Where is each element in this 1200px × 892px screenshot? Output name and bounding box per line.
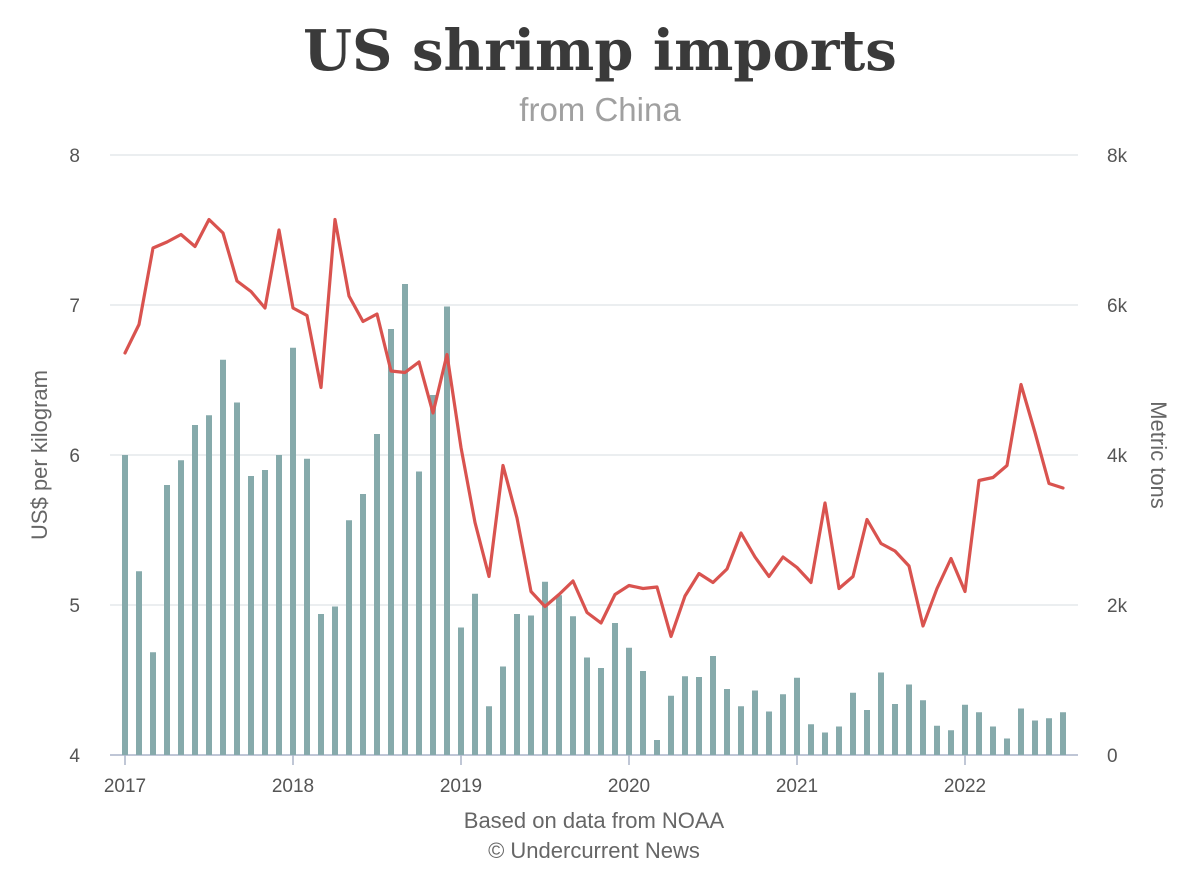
x-tick-label: 2017 [104, 776, 146, 797]
left-tick-label: 6 [69, 446, 80, 467]
chart-title: US shrimp imports [303, 18, 897, 84]
bar-series [122, 284, 1066, 755]
left-tick-label: 4 [69, 746, 80, 767]
right-tick-label: 8k [1107, 146, 1128, 167]
bar [780, 694, 786, 755]
bar [290, 347, 296, 755]
bar [164, 485, 170, 755]
bar [682, 676, 688, 755]
bar [976, 712, 982, 755]
bar [514, 614, 520, 755]
bar [1004, 738, 1010, 755]
bar [584, 657, 590, 755]
left-axis-title: US$ per kilogram [27, 370, 52, 540]
left-tick-label: 7 [69, 296, 80, 317]
bar [794, 677, 800, 755]
bar [640, 671, 646, 755]
bar [1032, 720, 1038, 755]
right-tick-label: 2k [1107, 596, 1128, 617]
bar [178, 460, 184, 755]
bar [122, 455, 128, 755]
bar [486, 706, 492, 755]
left-tick-label: 8 [69, 146, 80, 167]
bar [318, 614, 324, 755]
bar [808, 724, 814, 755]
bar [990, 726, 996, 755]
bar [402, 284, 408, 755]
right-tick-label: 4k [1107, 446, 1128, 467]
bar [934, 725, 940, 755]
bar [738, 706, 744, 755]
bar [626, 647, 632, 755]
line-series [123, 217, 1065, 639]
bar [822, 732, 828, 755]
bar [248, 476, 254, 755]
bar [136, 571, 142, 755]
bar [570, 616, 576, 755]
right-tick-label: 6k [1107, 296, 1128, 317]
x-tick-label: 2021 [776, 776, 818, 797]
bar [360, 494, 366, 755]
x-tick-label: 2019 [440, 776, 482, 797]
bar [864, 710, 870, 755]
bar [710, 656, 716, 755]
bar [724, 689, 730, 755]
left-axis-ticks: 4 5 6 7 8 [69, 146, 80, 767]
bar [668, 695, 674, 755]
bar [458, 627, 464, 755]
bar [892, 704, 898, 755]
bar [850, 692, 856, 755]
bar [528, 615, 534, 755]
bar [192, 425, 198, 755]
footer-source: Based on data from NOAA [464, 808, 725, 833]
bar [1060, 712, 1066, 755]
bar [542, 581, 548, 755]
bar [472, 593, 478, 755]
right-tick-label: 0 [1107, 746, 1118, 767]
x-axis-ticks: 2017 2018 2019 2020 2021 2022 [104, 755, 986, 797]
bar [346, 520, 352, 755]
bar [388, 329, 394, 755]
right-axis-title: Metric tons [1146, 401, 1171, 509]
bar [766, 711, 772, 755]
bar [444, 306, 450, 755]
bar [920, 700, 926, 755]
bar [332, 606, 338, 755]
bar [1046, 718, 1052, 755]
grid-lines [110, 154, 1078, 756]
right-axis-ticks: 0 2k 4k 6k 8k [1107, 146, 1128, 767]
x-tick-label: 2020 [608, 776, 650, 797]
bar [878, 672, 884, 755]
bar [696, 677, 702, 755]
chart-subtitle: from China [519, 91, 681, 128]
x-tick-label: 2018 [272, 776, 314, 797]
bar [906, 684, 912, 755]
bar [1018, 708, 1024, 755]
bar [416, 471, 422, 755]
bar [374, 434, 380, 755]
bar [206, 415, 212, 755]
bar [500, 666, 506, 755]
bar [948, 730, 954, 755]
x-tick-label: 2022 [944, 776, 986, 797]
bar [556, 595, 562, 755]
bar [836, 726, 842, 755]
bar [430, 395, 436, 755]
bar [262, 470, 268, 755]
bar [220, 359, 226, 755]
bar [654, 740, 660, 755]
bar [962, 704, 968, 755]
bar [304, 458, 310, 755]
left-tick-label: 5 [69, 596, 80, 617]
footer-credit: © Undercurrent News [488, 838, 700, 863]
bar [234, 402, 240, 755]
bar [276, 455, 282, 755]
bar [598, 668, 604, 755]
price-line [123, 217, 1065, 639]
bar [150, 652, 156, 755]
bar [752, 690, 758, 755]
bar [612, 623, 618, 755]
